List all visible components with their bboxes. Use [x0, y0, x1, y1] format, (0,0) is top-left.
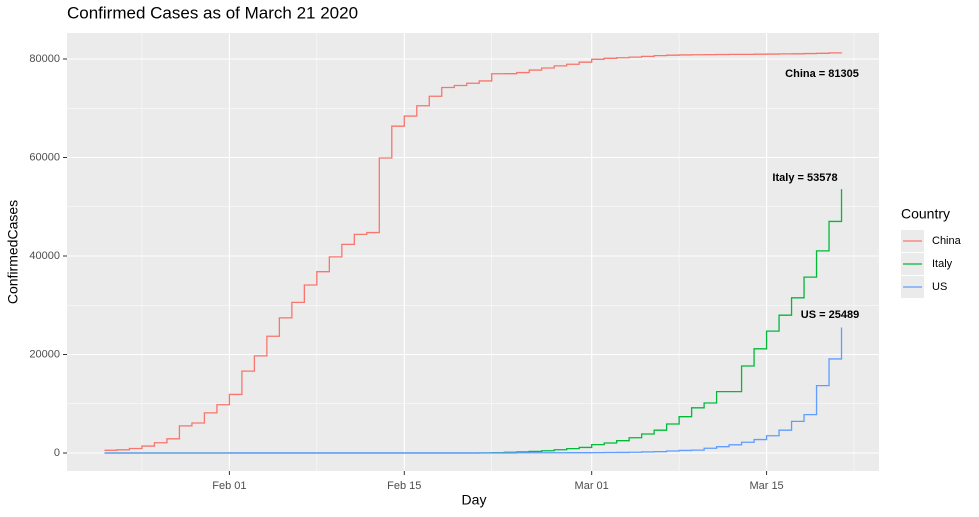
- y-axis-title: ConfirmedCases: [5, 200, 21, 304]
- y-tick-label: 60000: [29, 151, 60, 163]
- legend-title: Country: [901, 206, 950, 222]
- annotation: US = 25489: [801, 309, 859, 321]
- y-tick-label: 80000: [29, 53, 60, 65]
- x-tick-label: Mar 01: [575, 480, 609, 492]
- x-axis-title: Day: [462, 492, 487, 508]
- chart-title: Confirmed Cases as of March 21 2020: [67, 3, 358, 22]
- legend-label: China: [932, 235, 962, 247]
- y-tick-label: 0: [54, 447, 60, 459]
- x-tick-label: Feb 01: [212, 480, 246, 492]
- x-tick-label: Feb 15: [387, 480, 421, 492]
- y-tick-label: 40000: [29, 250, 60, 262]
- y-tick-label: 20000: [29, 348, 60, 360]
- annotation: Italy = 53578: [772, 172, 837, 184]
- x-tick-label: Mar 15: [749, 480, 783, 492]
- legend-label: US: [932, 281, 947, 293]
- panel: [67, 33, 879, 471]
- annotation: China = 81305: [785, 68, 859, 80]
- legend-label: Italy: [932, 258, 953, 270]
- series-line: [104, 52, 843, 451]
- series-line: [104, 327, 843, 454]
